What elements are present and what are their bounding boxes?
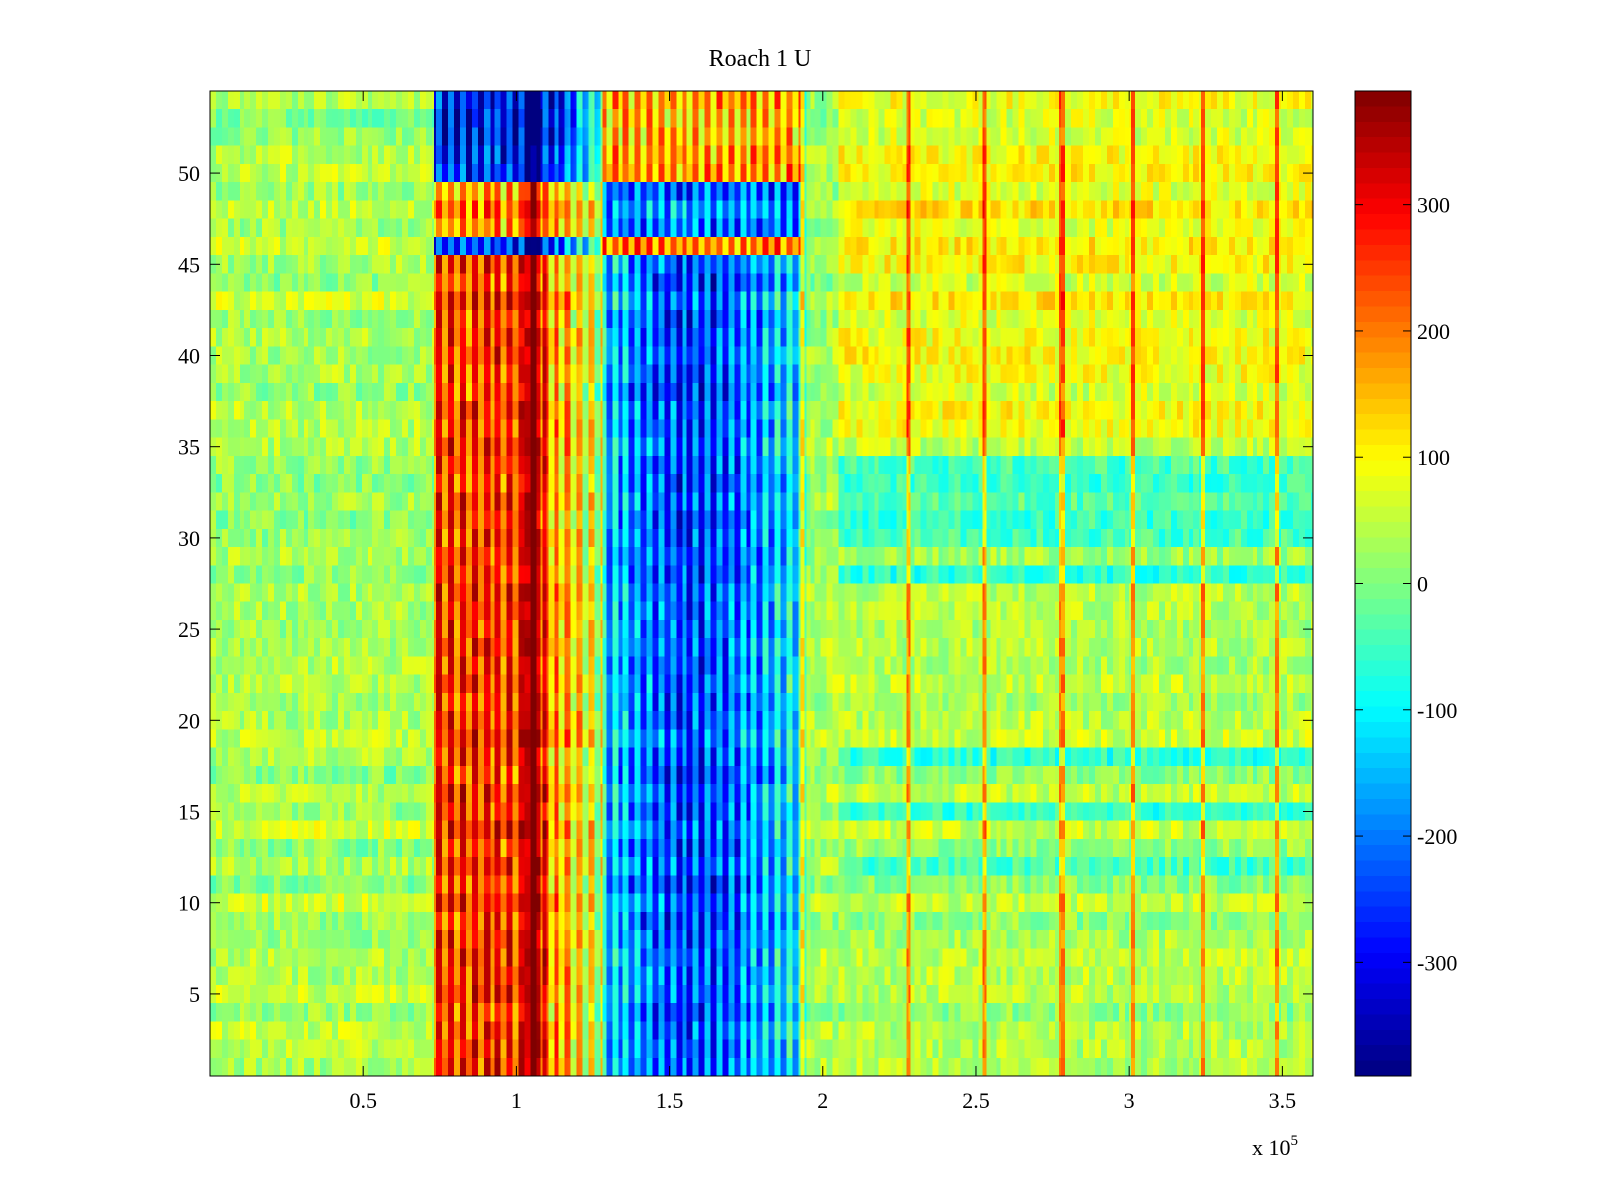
colorbar-tick-label: 300: [1417, 193, 1450, 218]
chart-title: Roach 1 U: [709, 46, 812, 72]
y-axis: 5 10 15 20 25 30 35 40 45 50: [178, 161, 1313, 1007]
y-tick-label: 40: [178, 343, 200, 368]
colorbar-gradient: [1355, 91, 1411, 1076]
colorbar-tick-label: -300: [1417, 950, 1457, 975]
y-tick-label: 35: [178, 435, 200, 460]
y-tick-label: 45: [178, 252, 200, 277]
y-tick-label: 10: [178, 891, 200, 916]
y-tick-label: 50: [178, 161, 200, 186]
y-tick-label: 25: [178, 617, 200, 642]
plot-frame: [209, 90, 1314, 1077]
colorbar-tick-label: 100: [1417, 445, 1450, 470]
y-tick-label: 15: [178, 800, 200, 825]
colorbar-axis: -300 -200 -100 0 100 200 300: [1355, 193, 1457, 975]
y-tick-label: 20: [178, 708, 200, 733]
x-axis-multiplier: x 105: [1252, 1133, 1298, 1160]
x-tick-label: 2: [817, 1088, 828, 1113]
colorbar-tick-label: -100: [1417, 698, 1457, 723]
x-tick-label: 3: [1124, 1088, 1135, 1113]
x-tick-label: 1.5: [656, 1088, 684, 1113]
x-tick-label: 1: [511, 1088, 522, 1113]
heatmap-image: [210, 91, 1313, 1076]
x-tick-label: 0.5: [349, 1088, 377, 1113]
y-tick-label: 5: [189, 982, 200, 1007]
y-tick-label: 30: [178, 526, 200, 551]
x-axis: 0.5 1 1.5 2 2.5 3 3.5: [349, 91, 1296, 1113]
colorbar-tick-label: 0: [1417, 572, 1428, 597]
x-tick-label: 2.5: [962, 1088, 990, 1113]
x-tick-label: 3.5: [1269, 1088, 1297, 1113]
colorbar-tick-label: 200: [1417, 319, 1450, 344]
colorbar-tick-label: -200: [1417, 824, 1457, 849]
